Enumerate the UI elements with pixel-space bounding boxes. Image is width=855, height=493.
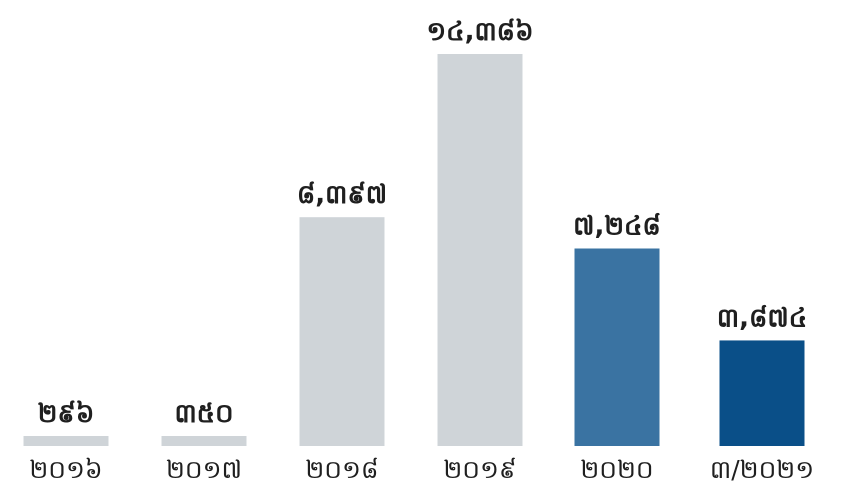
category-label-5: ៣/២០២១ (710, 455, 814, 484)
value-label-4: ៧,២៤៨ (573, 212, 661, 242)
category-label-0: ២០១៦ (29, 455, 102, 484)
bars-group (23, 54, 805, 446)
bar-4 (574, 248, 660, 446)
bar-2 (299, 217, 385, 446)
category-label-4: ២០២០ (580, 455, 653, 484)
value-label-5: ៣,៨៧៤ (717, 303, 807, 333)
bar-3 (437, 54, 523, 446)
bar-0 (23, 436, 109, 446)
category-label-1: ២០១៧ (166, 455, 242, 484)
value-label-0: ២៩៦ (38, 399, 95, 429)
value-label-3: ១៤,៣៨៦ (427, 17, 534, 47)
value-label-2: ៨,៣៩៧ (297, 180, 387, 210)
value-label-1: ៣៥០ (174, 399, 233, 429)
category-label-2: ២០១៨ (305, 455, 378, 484)
category-labels-group: ២០១៦ ២០១៧ ២០១៨ ២០១៩ ២០២០ ៣/២០២១ (29, 455, 814, 484)
bar-5 (719, 340, 805, 446)
category-label-3: ២០១៩ (443, 455, 516, 484)
bar-1 (161, 436, 247, 446)
